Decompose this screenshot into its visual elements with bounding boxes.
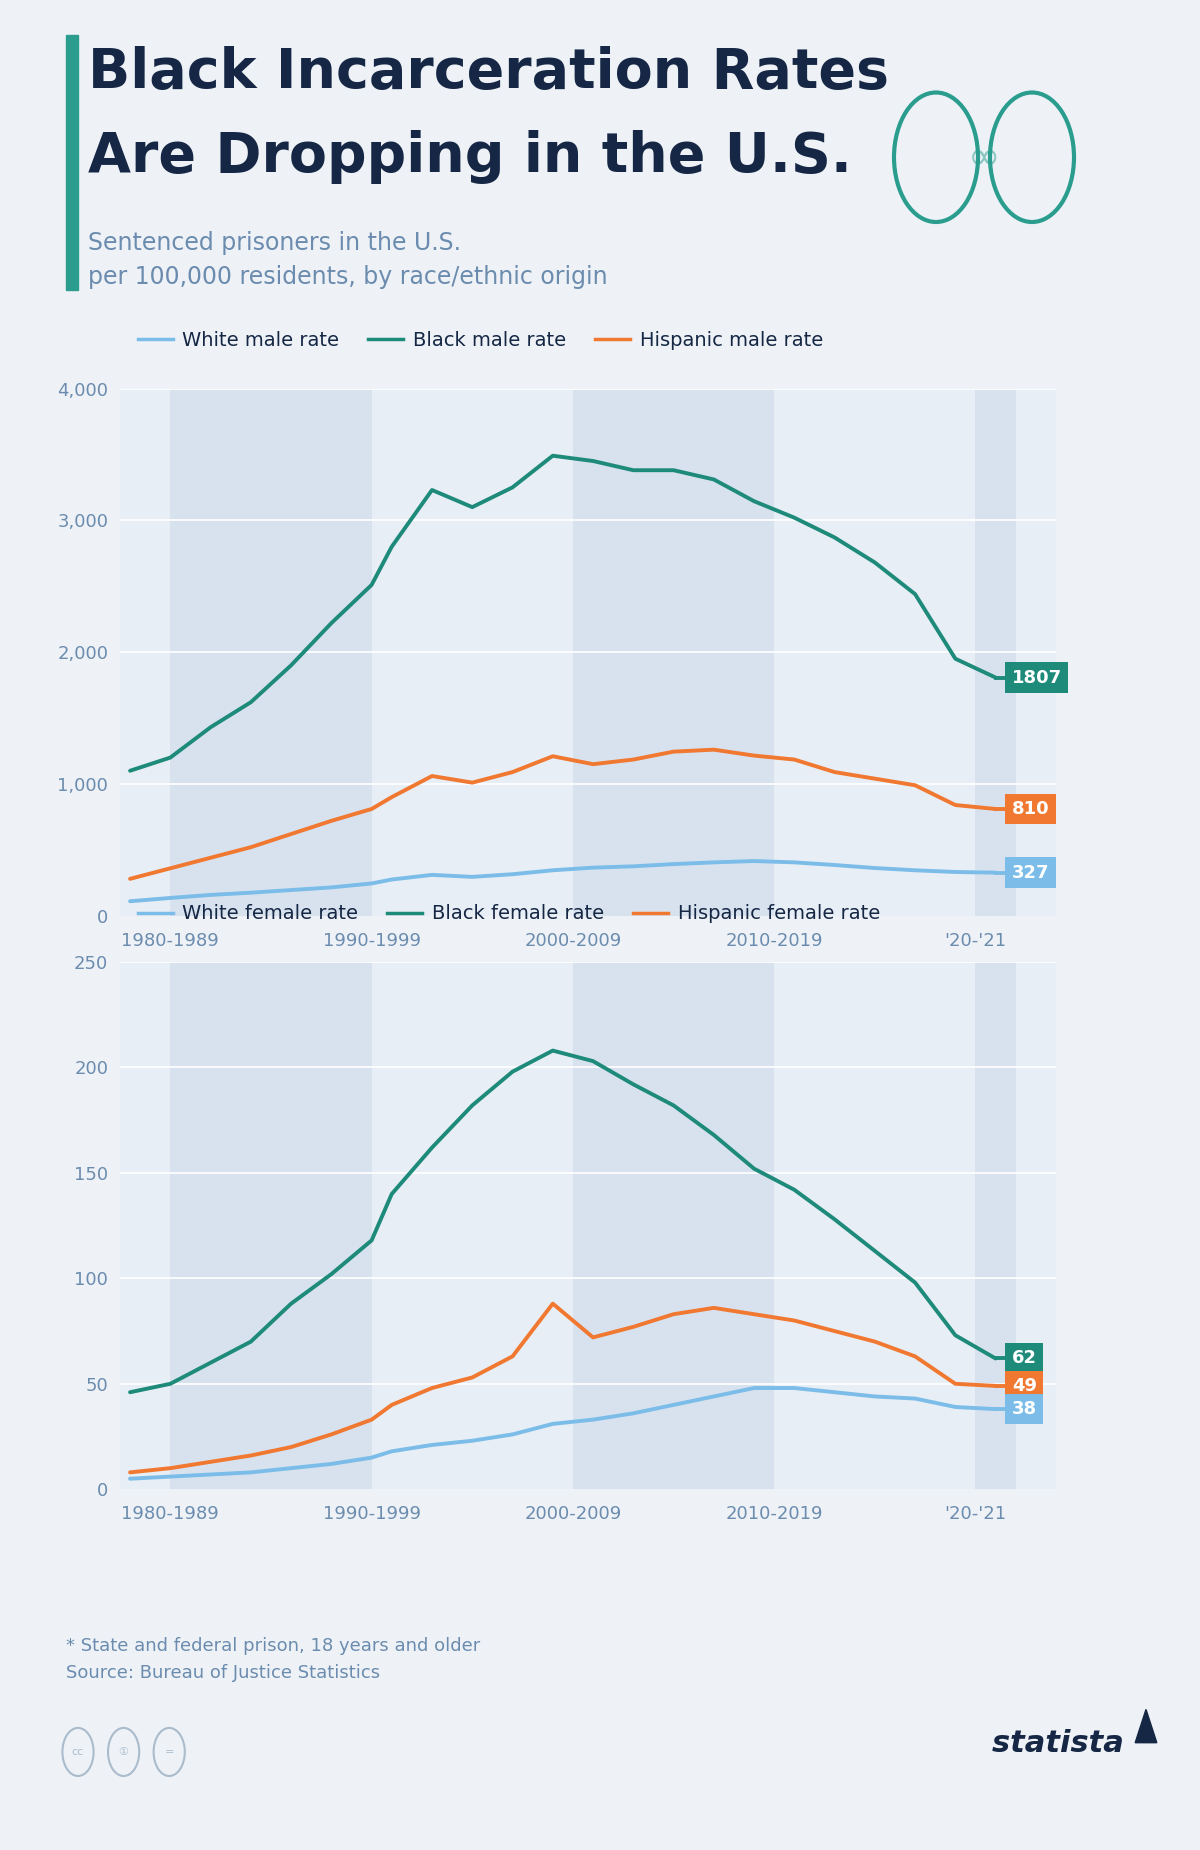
Text: 38: 38 <box>1012 1400 1037 1419</box>
Bar <box>170 962 372 1489</box>
Text: statista: statista <box>991 1728 1134 1758</box>
Text: ∞: ∞ <box>968 139 1000 176</box>
Bar <box>572 962 774 1489</box>
Text: cc: cc <box>72 1746 84 1757</box>
Text: 1807: 1807 <box>1012 668 1062 686</box>
Bar <box>170 388 372 916</box>
Text: 327: 327 <box>1012 864 1049 882</box>
Text: ①: ① <box>119 1746 128 1757</box>
Text: * State and federal prison, 18 years and older
Source: Bureau of Justice Statist: * State and federal prison, 18 years and… <box>66 1637 480 1682</box>
Text: 62: 62 <box>1012 1349 1037 1367</box>
Text: 810: 810 <box>1012 799 1049 818</box>
Text: 49: 49 <box>1012 1376 1037 1395</box>
Bar <box>572 388 774 916</box>
Bar <box>976 962 1015 1489</box>
Text: Sentenced prisoners in the U.S.
per 100,000 residents, by race/ethnic origin: Sentenced prisoners in the U.S. per 100,… <box>88 231 607 289</box>
Bar <box>976 388 1015 916</box>
Legend: White male rate, Black male rate, Hispanic male rate: White male rate, Black male rate, Hispan… <box>130 324 832 357</box>
Text: Black Incarceration Rates: Black Incarceration Rates <box>88 46 888 100</box>
Text: Are Dropping in the U.S.: Are Dropping in the U.S. <box>88 130 852 183</box>
Legend: White female rate, Black female rate, Hispanic female rate: White female rate, Black female rate, Hi… <box>130 897 888 931</box>
Text: =: = <box>164 1746 174 1757</box>
